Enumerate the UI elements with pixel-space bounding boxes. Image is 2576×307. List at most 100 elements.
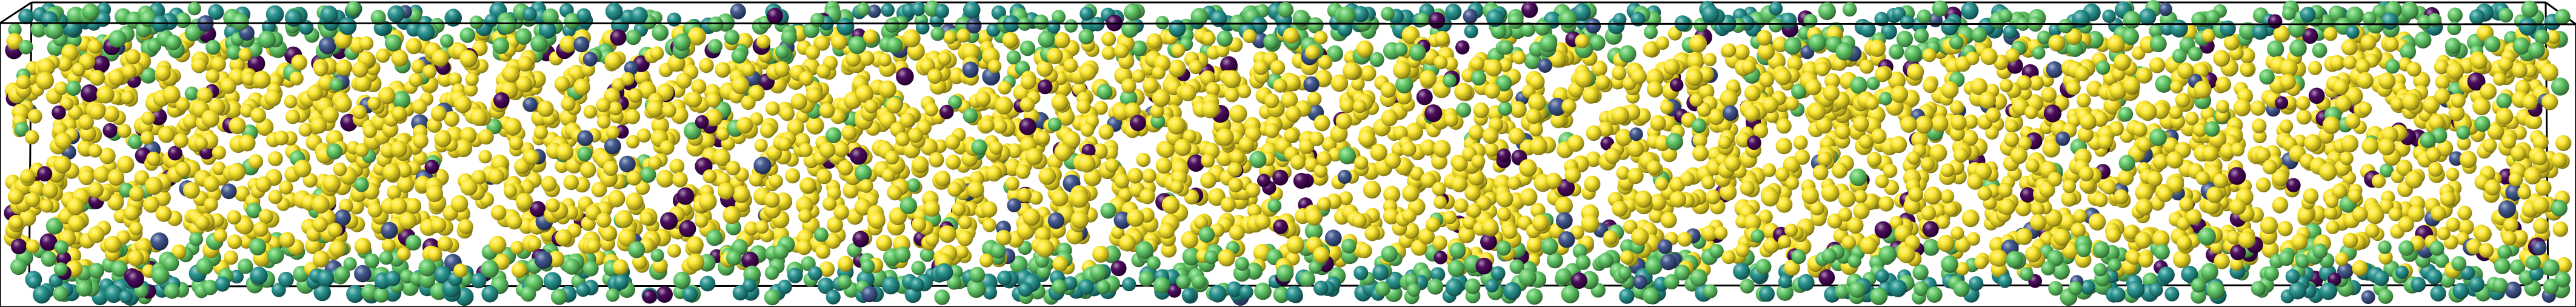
particle: [1194, 215, 1209, 229]
particle: [1572, 244, 1587, 259]
particle: [1443, 73, 1457, 88]
particle: [1890, 86, 1908, 103]
particle: [1932, 0, 1949, 17]
particle: [53, 155, 72, 174]
particle: [1354, 155, 1369, 170]
particle: [1293, 172, 1310, 189]
particle: [201, 109, 219, 128]
particle: [107, 169, 125, 186]
particle: [1744, 105, 1761, 122]
particle: [387, 185, 401, 200]
particle: [1810, 201, 1824, 216]
particle: [1386, 271, 1404, 290]
particle: [162, 86, 181, 104]
particle: [1054, 143, 1072, 161]
particle: [855, 84, 873, 103]
particle: [958, 215, 972, 229]
particle: [2337, 263, 2354, 279]
particle: [2396, 160, 2413, 176]
particle: [1791, 83, 1807, 100]
particle: [1520, 22, 1536, 37]
particle: [1167, 116, 1186, 135]
particle: [2101, 180, 2117, 195]
particle: [626, 192, 644, 211]
particle: [1182, 247, 1201, 266]
particle: [78, 114, 94, 130]
particle: [764, 265, 779, 280]
particle: [2352, 260, 2368, 277]
particle: [103, 106, 119, 123]
particle: [1815, 116, 1833, 134]
particle: [2346, 6, 2364, 25]
particle: [1270, 60, 1286, 75]
particle: [806, 87, 823, 104]
particle: [1963, 114, 1978, 129]
particle: [1418, 228, 1435, 245]
particle: [1313, 246, 1330, 263]
particle: [1007, 198, 1021, 212]
particle: [2107, 35, 2125, 53]
particle: [354, 265, 372, 283]
particle: [2324, 206, 2338, 220]
particle: [330, 78, 344, 92]
particle: [886, 37, 903, 54]
particle: [1950, 226, 1964, 240]
particle: [268, 189, 283, 204]
particle: [2289, 282, 2307, 300]
particle: [1689, 269, 1707, 287]
particle: [1110, 260, 1127, 277]
particle: [1358, 130, 1375, 147]
particle: [1797, 274, 1815, 291]
particle: [346, 1, 361, 16]
particle: [1216, 150, 1233, 167]
particle: [1239, 285, 1253, 299]
particle: [1680, 171, 1695, 186]
particle: [2492, 277, 2508, 294]
particle: [2428, 114, 2445, 131]
particle: [1701, 5, 1720, 23]
particle: [1603, 230, 1618, 245]
particle: [2451, 256, 2467, 271]
particle: [1215, 43, 1230, 58]
particle: [230, 269, 244, 284]
particle: [2381, 12, 2398, 30]
particle: [816, 64, 831, 79]
particle: [1655, 36, 1669, 50]
particle: [2380, 163, 2394, 178]
particle: [1907, 63, 1924, 81]
particle: [848, 36, 867, 55]
particle: [2398, 240, 2415, 256]
particle: [1155, 16, 1169, 30]
particle: [2360, 34, 2377, 51]
particle: [1645, 257, 1663, 275]
particle: [2055, 131, 2070, 146]
particle: [2554, 271, 2571, 288]
particle: [527, 237, 542, 251]
particle: [1627, 140, 1644, 157]
particle: [967, 181, 984, 198]
particle: [2170, 80, 2184, 93]
particle: [1470, 56, 1485, 71]
particle: [1720, 89, 1738, 108]
particle: [2288, 20, 2306, 38]
particle: [2058, 19, 2073, 33]
particle: [1707, 109, 1724, 126]
particle: [798, 209, 812, 223]
particle: [878, 53, 892, 67]
particle: [2472, 97, 2491, 116]
particle: [787, 268, 803, 283]
particle: [1660, 254, 1677, 271]
particle: [1158, 141, 1175, 158]
particle: [1818, 269, 1835, 286]
particle: [205, 69, 220, 83]
particle: [1147, 256, 1161, 271]
particle: [939, 104, 954, 120]
particle: [454, 139, 473, 158]
particle: [1138, 271, 1155, 287]
particle: [1510, 101, 1527, 118]
particle: [1264, 93, 1280, 109]
particle: [2181, 265, 2198, 283]
particle: [1507, 176, 1521, 191]
particle: [2437, 140, 2454, 157]
particle: [833, 204, 849, 220]
